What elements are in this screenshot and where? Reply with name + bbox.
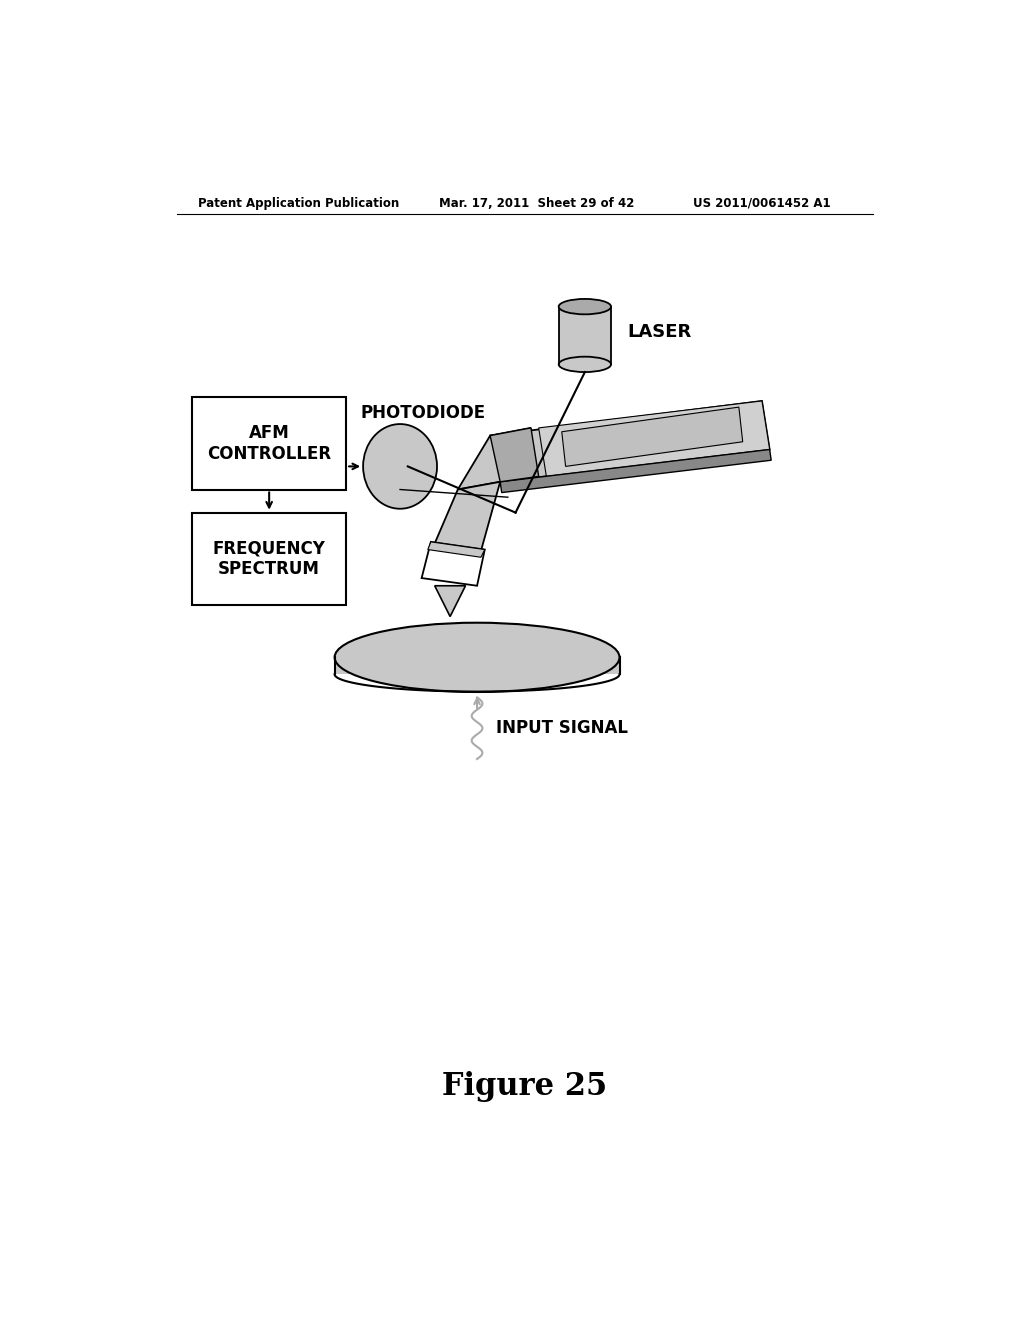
Polygon shape [490, 428, 539, 482]
Text: INPUT SIGNAL: INPUT SIGNAL [497, 719, 629, 737]
Bar [559, 306, 611, 364]
Polygon shape [428, 543, 484, 557]
Polygon shape [500, 449, 771, 492]
Text: Patent Application Publication: Patent Application Publication [199, 197, 399, 210]
Polygon shape [458, 428, 531, 490]
Ellipse shape [335, 623, 620, 692]
Text: FREQUENCY
SPECTRUM: FREQUENCY SPECTRUM [213, 540, 326, 578]
Polygon shape [422, 543, 484, 586]
Text: US 2011/0061452 A1: US 2011/0061452 A1 [692, 197, 830, 210]
Ellipse shape [559, 356, 611, 372]
Text: AFM
CONTROLLER: AFM CONTROLLER [207, 424, 331, 463]
Text: PHOTODIODE: PHOTODIODE [360, 404, 485, 421]
Polygon shape [562, 407, 742, 466]
Polygon shape [490, 401, 770, 482]
Polygon shape [435, 482, 500, 552]
Bar [193, 397, 346, 490]
Text: Mar. 17, 2011  Sheet 29 of 42: Mar. 17, 2011 Sheet 29 of 42 [438, 197, 634, 210]
Polygon shape [335, 657, 620, 675]
Bar [193, 512, 346, 605]
Polygon shape [539, 401, 770, 477]
Ellipse shape [364, 424, 437, 508]
Text: Figure 25: Figure 25 [442, 1071, 607, 1102]
Polygon shape [435, 586, 466, 616]
Text: LASER: LASER [628, 322, 691, 341]
Ellipse shape [559, 298, 611, 314]
